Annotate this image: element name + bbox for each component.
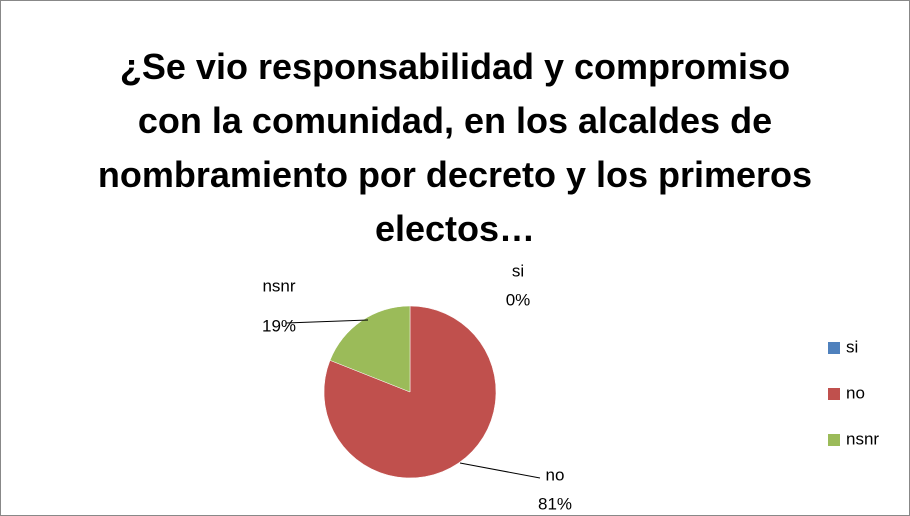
slice-value-label: 81% <box>538 494 572 513</box>
legend-label: no <box>846 383 865 402</box>
legend-label: nsnr <box>846 429 879 448</box>
slice-category-label: no <box>546 465 565 484</box>
slice-value-label: 0% <box>506 290 531 309</box>
pie-slice <box>329 305 411 393</box>
leader-line <box>459 462 541 479</box>
legend-label: si <box>846 337 858 356</box>
legend-swatch <box>828 388 840 400</box>
legend-swatch <box>828 342 840 354</box>
legend-swatch <box>828 434 840 446</box>
slice-category-label: nsnr <box>262 276 295 295</box>
leader-line <box>285 319 369 324</box>
slice-category-label: si <box>512 261 524 280</box>
chart-title: ¿Se vio responsabilidad y compromiso con… <box>97 46 813 249</box>
slice-value-label: 19% <box>262 316 296 335</box>
